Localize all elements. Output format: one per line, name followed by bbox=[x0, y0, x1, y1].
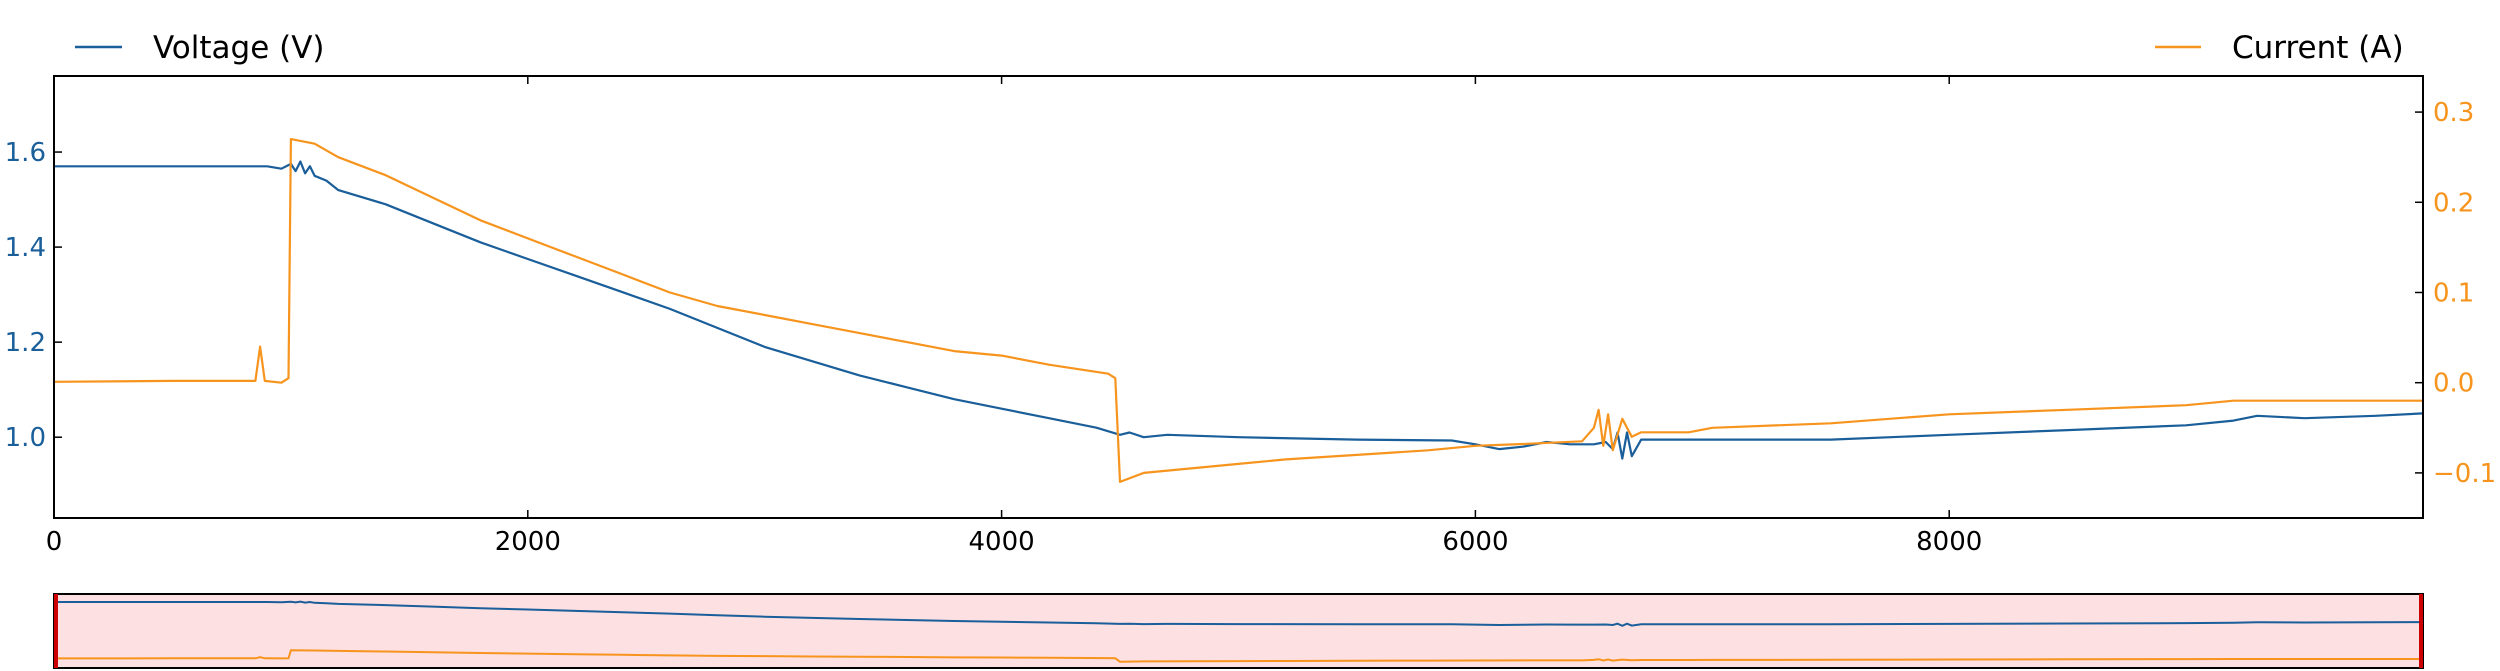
current-series bbox=[53, 138, 2423, 483]
y-left-tick-label: 1.6 bbox=[5, 138, 46, 168]
navigator-left-handle[interactable] bbox=[54, 594, 58, 668]
y-left-tick-label: 1.0 bbox=[5, 423, 46, 453]
y-right-tick-label: 0.1 bbox=[2433, 278, 2474, 308]
x-tick-label: 2000 bbox=[495, 527, 561, 557]
x-tick-label: 6000 bbox=[1442, 527, 1508, 557]
legend-voltage-label: Voltage (V) bbox=[153, 30, 325, 66]
y-left-tick-label: 1.2 bbox=[5, 328, 46, 358]
y-axis-right: −0.1 0.0 0.1 0.2 0.3 bbox=[2415, 98, 2496, 489]
legend[interactable]: Voltage (V) Current (A) bbox=[75, 30, 2404, 66]
main-plot[interactable]: 0 2000 4000 6000 8000 1.0 1.2 1.4 1.6 −0.1 0.0 0.… bbox=[5, 75, 2497, 557]
navigator-voltage-series bbox=[54, 600, 2424, 627]
x-tick-label: 8000 bbox=[1916, 527, 1982, 557]
voltage-series bbox=[54, 160, 2424, 460]
navigator-right-handle[interactable] bbox=[2419, 594, 2423, 668]
plot-frame bbox=[53, 75, 2424, 519]
x-tick-label: 4000 bbox=[969, 527, 1035, 557]
y-right-tick-label: 0.3 bbox=[2433, 98, 2474, 128]
y-right-tick-label: 0.0 bbox=[2433, 369, 2474, 399]
navigator-current-line bbox=[53, 649, 2423, 663]
navigator-current-series bbox=[53, 649, 2423, 663]
y-left-tick-label: 1.4 bbox=[5, 233, 46, 263]
current-line bbox=[53, 138, 2423, 483]
x-tick-label: 0 bbox=[46, 527, 63, 557]
navigator-voltage-line bbox=[54, 600, 2424, 627]
y-right-tick-label: 0.2 bbox=[2433, 188, 2474, 218]
navigator[interactable] bbox=[53, 593, 2424, 669]
x-axis: 0 2000 4000 6000 8000 bbox=[46, 76, 1982, 557]
y-right-tick-label: −0.1 bbox=[2433, 459, 2496, 489]
y-axis-left: 1.0 1.2 1.4 1.6 bbox=[5, 138, 62, 453]
voltage-line bbox=[54, 160, 2424, 460]
legend-current-label: Current (A) bbox=[2232, 30, 2404, 66]
